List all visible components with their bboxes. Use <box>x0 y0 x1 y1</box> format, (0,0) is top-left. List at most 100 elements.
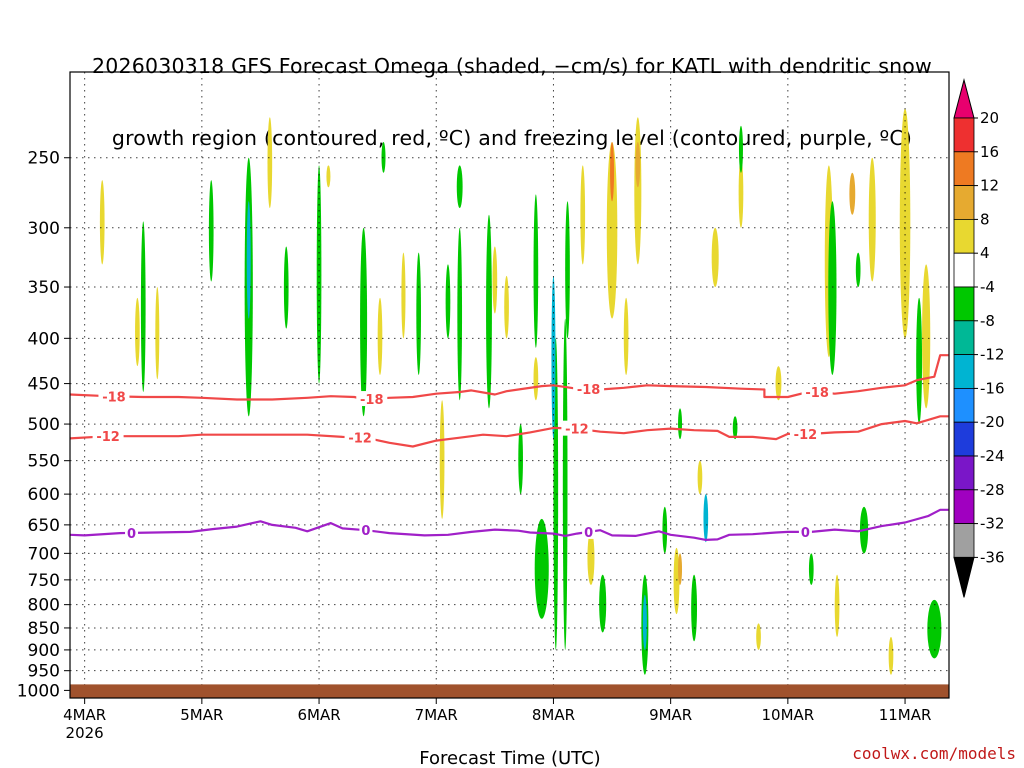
omega-shaded-cell <box>565 201 570 339</box>
colorbar-swatch <box>953 252 975 288</box>
omega-shaded-cell <box>533 194 539 348</box>
x-tick-label: 9MAR <box>649 706 692 724</box>
omega-shaded-cell <box>267 117 273 209</box>
colorbar-swatch <box>953 218 975 254</box>
colorbar-label: -16 <box>980 379 1005 397</box>
omega-shaded-cell <box>808 553 814 585</box>
contour-label-background <box>356 391 388 407</box>
omega-shaded-cell <box>732 416 738 440</box>
omega-shaded-cell <box>642 594 647 650</box>
y-tick-label: 250 <box>28 149 60 169</box>
contour-label: -18 <box>577 383 601 398</box>
colorbar-label: -32 <box>980 515 1005 533</box>
omega-shaded-cell <box>691 574 698 642</box>
omega-shaded-cell <box>456 165 463 209</box>
contour-label-background <box>98 388 130 404</box>
colorbar-swatch <box>953 354 975 389</box>
omega-shaded-cell <box>662 506 668 554</box>
omega-shaded-cell <box>678 408 683 440</box>
omega-shaded-cell <box>610 142 615 202</box>
x-tick-sublabel: 2026 <box>66 724 104 742</box>
credit-link[interactable]: coolwx.com/models <box>852 744 1016 763</box>
omega-shaded-cell <box>623 297 629 375</box>
omega-shaded-cell <box>445 264 451 339</box>
omega-shaded-cell <box>492 246 498 314</box>
colorbar-swatch <box>953 286 975 322</box>
contour-label: 0 <box>801 526 810 541</box>
contour-label: -12 <box>565 423 589 438</box>
contour-label: 0 <box>361 524 370 539</box>
x-tick-label: 8MAR <box>532 706 575 724</box>
colorbar-label: 12 <box>980 177 999 195</box>
omega-shaded-cell <box>916 297 923 425</box>
omega-shaded-cell <box>927 599 942 659</box>
omega-shading <box>99 108 942 675</box>
omega-shaded-cell <box>416 252 422 375</box>
contour-label-background <box>92 428 124 444</box>
y-tick-label: 400 <box>28 329 60 349</box>
omega-shaded-cell <box>703 494 709 543</box>
colorbar-label: 20 <box>980 109 999 127</box>
omega-shaded-cell <box>673 547 680 615</box>
contour-line <box>70 354 949 401</box>
omega-shaded-cell <box>587 530 595 585</box>
contour-label-background <box>561 420 593 436</box>
omega-shaded-cell <box>504 275 509 339</box>
x-tick-label: 10MAR <box>761 706 814 724</box>
omega-shaded-cell <box>360 227 368 417</box>
omega-shaded-cell <box>855 252 861 288</box>
omega-shaded-cell <box>738 125 743 173</box>
omega-shaded-cell <box>834 574 840 637</box>
x-tick-label: 11MAR <box>879 706 932 724</box>
omega-shaded-cell <box>155 287 160 380</box>
contour-label: -12 <box>348 431 372 446</box>
colorbar-label: 4 <box>980 244 990 262</box>
y-tick-label: 800 <box>28 596 60 616</box>
contour-label: -12 <box>794 428 818 443</box>
omega-shaded-cell <box>518 424 523 495</box>
omega-shaded-cell <box>922 264 931 409</box>
chart-title-line-1: 2026030318 GFS Forecast Omega (shaded, −… <box>91 54 933 78</box>
x-tick-label: 6MAR <box>297 706 340 724</box>
colorbar-swatch <box>953 489 975 524</box>
y-axis: 2503003504004505005506006507007508008509… <box>17 149 70 701</box>
colorbar-label: 16 <box>980 143 999 161</box>
contour-label-background <box>125 524 139 540</box>
omega-shaded-cell <box>534 518 549 619</box>
omega-shaded-cell <box>486 214 492 409</box>
contour-label: -12 <box>96 430 120 445</box>
contour-label-background <box>582 523 596 539</box>
colorbar-swatch <box>953 320 975 355</box>
chart-title-line-2: growth region (contoured, red, ºC) and f… <box>111 126 913 150</box>
contour-label: -18 <box>805 386 829 401</box>
colorbar-swatch <box>953 387 975 423</box>
colorbar-label: -28 <box>980 481 1005 499</box>
omega-shaded-cell <box>246 201 251 319</box>
y-tick-label: 1000 <box>17 681 60 701</box>
omega-shaded-cell <box>849 172 856 215</box>
colorbar-swatch <box>953 421 975 457</box>
omega-shaded-cell <box>533 357 539 401</box>
grid-lines <box>70 72 949 685</box>
contour-label: -18 <box>102 390 126 405</box>
colorbar-top-arrow <box>953 78 975 119</box>
y-tick-label: 600 <box>28 485 60 505</box>
omega-shaded-cell <box>208 180 214 282</box>
contour-label-background <box>789 425 821 441</box>
colorbar: 20 16 12 8 4 -4 -8 -12 -16 -20 -24 -28 -32 -36 <box>953 78 1005 598</box>
colorbar-label: -4 <box>980 278 995 296</box>
colorbar-label: -24 <box>980 447 1005 465</box>
x-tick-label: 7MAR <box>415 706 458 724</box>
y-tick-label: 500 <box>28 415 60 435</box>
colorbar-swatch <box>953 523 975 558</box>
contour-label: 0 <box>584 526 593 541</box>
y-tick-label: 350 <box>28 278 60 298</box>
colorbar-label: 8 <box>980 210 990 228</box>
colorbar-label: -12 <box>980 346 1005 364</box>
contour-label-background <box>344 429 376 445</box>
omega-shaded-cell <box>140 221 146 393</box>
y-tick-label: 950 <box>28 662 60 682</box>
omega-shaded-cell <box>562 318 568 650</box>
